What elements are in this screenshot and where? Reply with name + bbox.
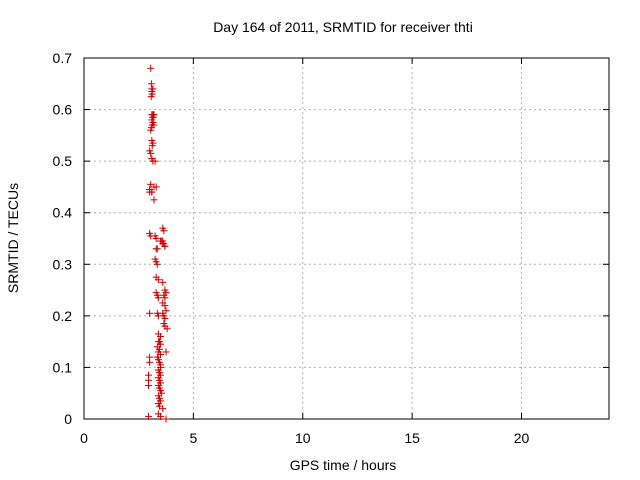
data-point: [151, 157, 159, 165]
data-point: [160, 240, 168, 248]
data-point: [161, 314, 169, 322]
x-tick-label: 20: [514, 430, 530, 446]
x-axis-label: GPS time / hours: [290, 457, 397, 473]
x-tick-label: 10: [295, 430, 311, 446]
y-tick-label: 0: [64, 411, 72, 427]
data-point: [152, 183, 160, 191]
axis-ticks: [83, 57, 609, 420]
y-tick-label: 0.1: [53, 359, 73, 375]
data-point: [161, 294, 169, 302]
data-point: [154, 294, 162, 302]
data-point: [147, 180, 155, 188]
data-point: [159, 278, 167, 286]
data-points: [145, 64, 171, 423]
data-point: [146, 309, 154, 317]
tick-labels: 0 5 10 15 20 0 0.1 0.2 0.3 0.4 0.5 0.6 0.7: [53, 50, 530, 446]
y-tick-label: 0.6: [53, 102, 73, 118]
plot-frame: [83, 57, 610, 420]
data-point: [148, 188, 156, 196]
y-axis-label: SRMTID / TECUs: [5, 183, 21, 293]
x-tick-label: 15: [404, 430, 420, 446]
grid-lines: [84, 58, 609, 419]
data-point: [147, 64, 155, 72]
data-point: [150, 121, 158, 129]
data-point: [149, 139, 157, 147]
data-point: [157, 412, 165, 420]
data-point: [152, 235, 160, 242]
chart-title: Day 164 of 2011, SRMTID for receiver tht…: [213, 19, 473, 35]
x-tick-label: 0: [80, 430, 88, 446]
data-point: [162, 348, 170, 356]
data-point: [150, 196, 158, 204]
y-tick-label: 0.7: [53, 50, 73, 66]
data-point: [159, 405, 167, 413]
data-point: [145, 412, 153, 420]
data-point: [147, 93, 155, 101]
data-point: [161, 302, 169, 310]
data-point: [163, 325, 171, 333]
data-point: [157, 332, 165, 340]
data-point: [147, 149, 155, 157]
data-point: [150, 111, 158, 119]
data-point: [154, 276, 162, 284]
y-tick-label: 0.2: [53, 308, 73, 324]
data-point: [155, 345, 163, 353]
x-tick-label: 5: [189, 430, 197, 446]
data-point: [160, 227, 168, 235]
data-point: [145, 381, 153, 389]
data-point: [162, 415, 170, 423]
data-point: [153, 245, 161, 253]
y-tick-label: 0.4: [53, 205, 73, 221]
y-tick-label: 0.5: [53, 153, 73, 169]
data-point: [146, 358, 154, 366]
y-tick-label: 0.3: [53, 256, 73, 272]
data-point: [149, 85, 157, 93]
data-point: [153, 260, 161, 268]
